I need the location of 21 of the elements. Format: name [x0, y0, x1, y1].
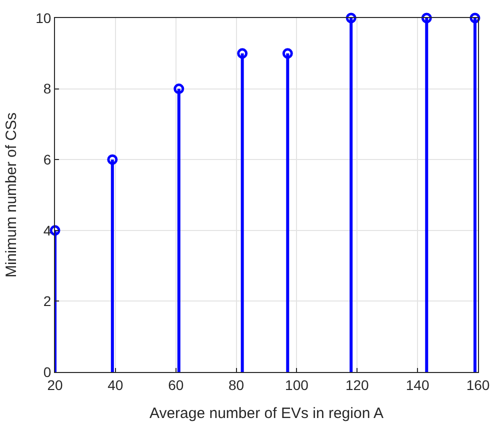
x-tick-label: 140 [406, 376, 430, 393]
point [346, 12, 356, 24]
y-tick-label: 10 [36, 10, 52, 26]
y-tick-label: 6 [43, 152, 52, 168]
x-axis-title: Average number of EVs in region A [149, 404, 384, 422]
x-tick-label: 60 [168, 376, 184, 393]
x-tick-label: 120 [345, 376, 370, 393]
point [421, 12, 432, 24]
y-tick-label: 2 [43, 293, 52, 310]
x-tick-label: 100 [285, 376, 309, 393]
point [174, 84, 184, 94]
point [470, 12, 480, 24]
x-tick-label: 40 [108, 376, 124, 393]
point [237, 48, 248, 59]
x-tick-label: 160 [466, 376, 490, 393]
point [107, 154, 118, 165]
y-tick-label: 4 [43, 222, 52, 238]
point [282, 48, 293, 59]
y-tick-label: 8 [43, 80, 52, 97]
y-axis-title: Minimum number of CSs [2, 112, 20, 278]
x-tick-label: 80 [228, 376, 244, 393]
